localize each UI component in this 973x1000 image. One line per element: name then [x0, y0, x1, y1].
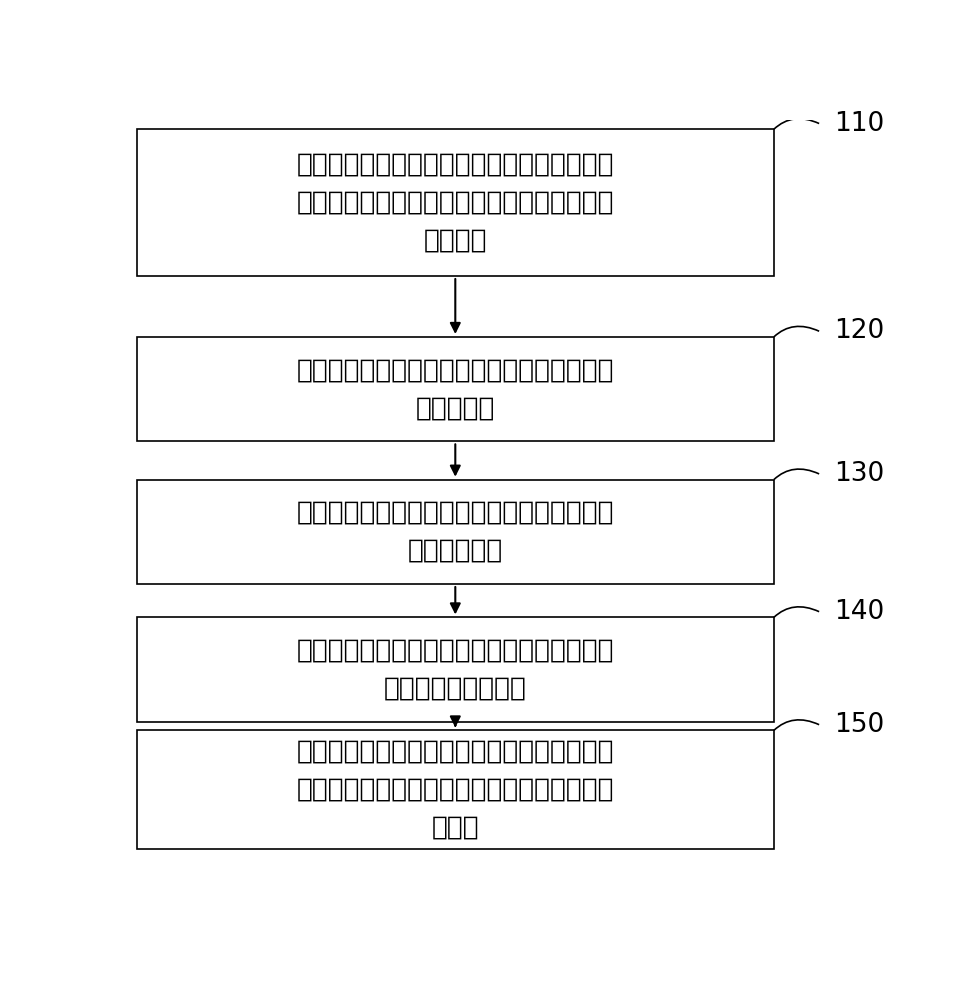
Text: 110: 110: [834, 111, 884, 137]
Text: 130: 130: [834, 461, 884, 487]
Bar: [136, 617, 774, 722]
Text: 根据检测到的视效调整操作，对所述立体内容
的视效参数进行调整: 根据检测到的视效调整操作，对所述立体内容 的视效参数进行调整: [297, 638, 614, 702]
Bar: [136, 730, 774, 849]
Bar: [136, 480, 774, 584]
Text: 140: 140: [834, 599, 884, 625]
Text: 按照调整后的视效参数对立体内容进行立体显
示，从而实现对所述立体内容的视觉立体效果
的调整: 按照调整后的视效参数对立体内容进行立体显 示，从而实现对所述立体内容的视觉立体效…: [297, 739, 614, 841]
Text: 检测用户对所述半隐藏状态下的视效调整浮标
的激活操作: 检测用户对所述半隐藏状态下的视效调整浮标 的激活操作: [297, 357, 614, 421]
Bar: [136, 129, 774, 276]
Text: 120: 120: [834, 318, 884, 344]
Text: 在立体内容的显示界面上提供视效调整浮标，
所述视效调整浮标以半隐藏状态呈现在所述显
示界面上: 在立体内容的显示界面上提供视效调整浮标， 所述视效调整浮标以半隐藏状态呈现在所述…: [297, 152, 614, 254]
Text: 150: 150: [834, 712, 884, 738]
Bar: [136, 337, 774, 441]
Text: 当检测到所述用户的激活操作后，检测用户的
视效调整操作: 当检测到所述用户的激活操作后，检测用户的 视效调整操作: [297, 500, 614, 564]
